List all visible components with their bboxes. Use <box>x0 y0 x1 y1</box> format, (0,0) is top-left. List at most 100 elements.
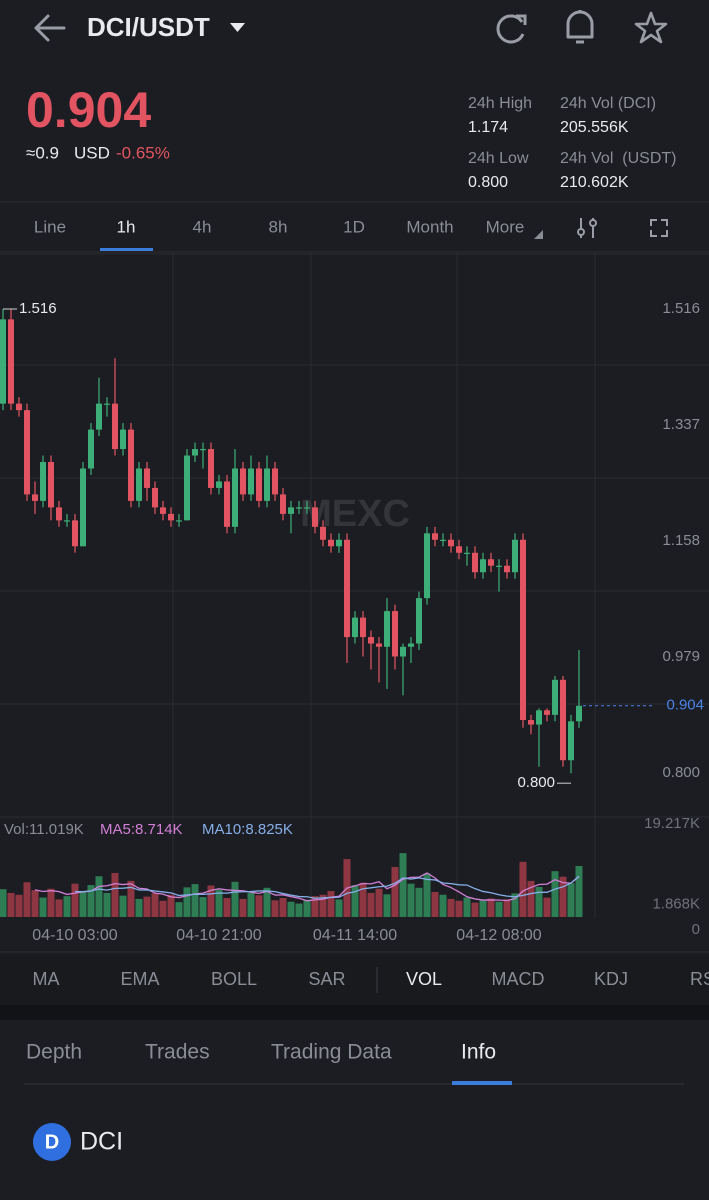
more-caret <box>534 230 543 239</box>
volume-bar <box>23 882 31 917</box>
candle-body <box>432 533 438 540</box>
indicator-tab[interactable]: EMA <box>120 969 159 989</box>
candle-body <box>32 494 38 501</box>
candle-body <box>296 507 302 509</box>
approx-price: ≈0.9 <box>26 143 59 162</box>
volume-bar <box>391 866 399 917</box>
candle-body <box>560 679 566 761</box>
stat-label: 24h Low <box>468 150 529 167</box>
volume-bar <box>487 898 495 917</box>
candle-body <box>448 539 454 547</box>
interval-tab[interactable]: Month <box>406 217 453 236</box>
interval-tab-active[interactable]: 1h <box>117 217 136 236</box>
volume-bar <box>7 892 15 917</box>
candle-body <box>200 449 206 451</box>
volume-bar <box>335 899 343 917</box>
candle-body <box>568 721 574 761</box>
volume-bar <box>415 887 423 917</box>
x-tick-label: 04-12 08:00 <box>456 927 542 944</box>
refresh-icon[interactable] <box>496 14 527 44</box>
volume-bar <box>55 899 63 917</box>
volume-tick-label: 0 <box>692 921 700 938</box>
last-price-label: 0.904 <box>666 697 704 714</box>
volume-bar <box>455 900 463 917</box>
volume-bar <box>423 873 431 917</box>
candle-body <box>424 533 430 599</box>
ma-legend: MA10:8.825K <box>202 821 293 838</box>
candle-body <box>392 611 398 657</box>
indicator-tab-active[interactable]: VOL <box>406 969 442 989</box>
interval-tab[interactable]: 8h <box>269 217 288 236</box>
volume-bar <box>199 897 207 917</box>
y-tick-label: 1.337 <box>662 416 700 433</box>
volume-bar <box>375 888 383 917</box>
candle-body <box>72 520 78 547</box>
volume-bar <box>215 889 223 917</box>
volume-bar <box>255 895 263 917</box>
indicator-tab[interactable]: SAR <box>308 969 345 989</box>
candle-body <box>520 539 526 721</box>
bottom-tab[interactable]: Trading Data <box>271 1041 392 1064</box>
active-underline <box>100 248 153 251</box>
candle-body <box>496 565 502 567</box>
candle-body <box>344 539 350 638</box>
candle-body <box>152 487 158 508</box>
candle-body <box>216 481 222 488</box>
candle-body <box>136 468 142 501</box>
candle-body <box>472 552 478 573</box>
coin-icon <box>33 1123 71 1161</box>
candle-body <box>120 429 126 450</box>
candle-body <box>544 710 550 715</box>
volume-bar <box>47 888 55 917</box>
favorite-icon[interactable] <box>634 11 668 44</box>
indicator-tab[interactable]: BOLL <box>211 969 257 989</box>
candle-body <box>168 513 174 521</box>
pair-dropdown[interactable] <box>230 23 245 32</box>
candle-body <box>48 462 54 508</box>
candle-body <box>288 507 294 514</box>
volume-bar <box>79 891 87 917</box>
volume-bar <box>239 898 247 917</box>
candle-body <box>320 526 326 540</box>
candle-body <box>24 410 30 495</box>
candle-body <box>80 468 86 547</box>
volume-bar <box>439 894 447 917</box>
bottom-tab-active[interactable]: Info <box>461 1041 496 1064</box>
candle-body <box>8 319 14 404</box>
bell-icon[interactable] <box>566 10 594 44</box>
volume-tick-label: 1.868K <box>652 895 700 912</box>
interval-tab[interactable]: Line <box>34 217 66 236</box>
bottom-tab[interactable]: Depth <box>26 1041 82 1064</box>
coin-icon-letter: D <box>45 1131 59 1153</box>
indicator-tab[interactable]: RSI <box>690 969 709 989</box>
ma-line <box>34 872 580 902</box>
candle-body <box>488 559 494 566</box>
candle-body <box>336 539 342 547</box>
volume-bar <box>359 882 367 917</box>
candle-body <box>408 643 414 647</box>
indicator-settings-icon[interactable] <box>577 218 597 238</box>
volume-bar <box>247 892 255 917</box>
fullscreen-icon[interactable] <box>650 219 668 237</box>
candle-body <box>376 643 382 647</box>
candle-body <box>400 646 406 657</box>
indicator-tab[interactable]: KDJ <box>594 969 628 989</box>
candle-body <box>232 468 238 527</box>
back-icon[interactable] <box>34 14 66 42</box>
volume-bar <box>103 892 111 917</box>
bottom-tab[interactable]: Trades <box>145 1041 210 1064</box>
ma-legend: MA5:8.714K <box>100 821 183 838</box>
coin-name: DCI <box>80 1128 123 1156</box>
volume-bar <box>231 881 239 917</box>
interval-tab[interactable]: 1D <box>343 217 365 236</box>
stat-value: 1.174 <box>468 119 508 136</box>
interval-tab[interactable]: 4h <box>193 217 212 236</box>
volume-bar <box>295 903 303 917</box>
interval-tab[interactable]: More <box>486 217 525 236</box>
indicator-tab[interactable]: MA <box>33 969 60 989</box>
volume-bar <box>511 893 519 917</box>
indicator-tab[interactable]: MACD <box>492 969 545 989</box>
x-tick-label: 04-11 14:00 <box>313 927 397 944</box>
pair-title[interactable]: DCI/USDT <box>87 12 210 42</box>
